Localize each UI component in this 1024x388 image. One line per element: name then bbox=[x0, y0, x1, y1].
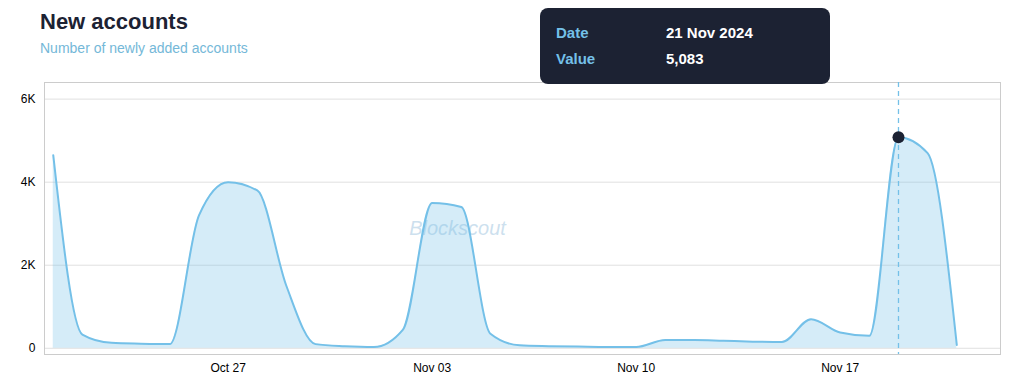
html-text:Number of newly added accounts: Number of newly added accounts bbox=[40, 40, 248, 56]
svg-text:6K: 6K bbox=[21, 92, 36, 106]
html-text:5,083: 5,083 bbox=[666, 50, 704, 67]
svg-text:Nov 17: Nov 17 bbox=[821, 361, 859, 375]
svg-text:Oct 27: Oct 27 bbox=[210, 361, 246, 375]
svg-text:Nov 03: Nov 03 bbox=[413, 361, 451, 375]
svg-text:Nov 10: Nov 10 bbox=[617, 361, 655, 375]
html-text:New accounts: New accounts bbox=[40, 9, 188, 34]
html-text:Value: Value bbox=[556, 50, 596, 67]
svg-text:4K: 4K bbox=[21, 175, 36, 189]
svg-text:2K: 2K bbox=[21, 258, 36, 272]
html-text:21 Nov 2024: 21 Nov 2024 bbox=[666, 24, 753, 41]
svg-text:0: 0 bbox=[29, 341, 36, 355]
html-text:Date: Date bbox=[556, 24, 589, 41]
